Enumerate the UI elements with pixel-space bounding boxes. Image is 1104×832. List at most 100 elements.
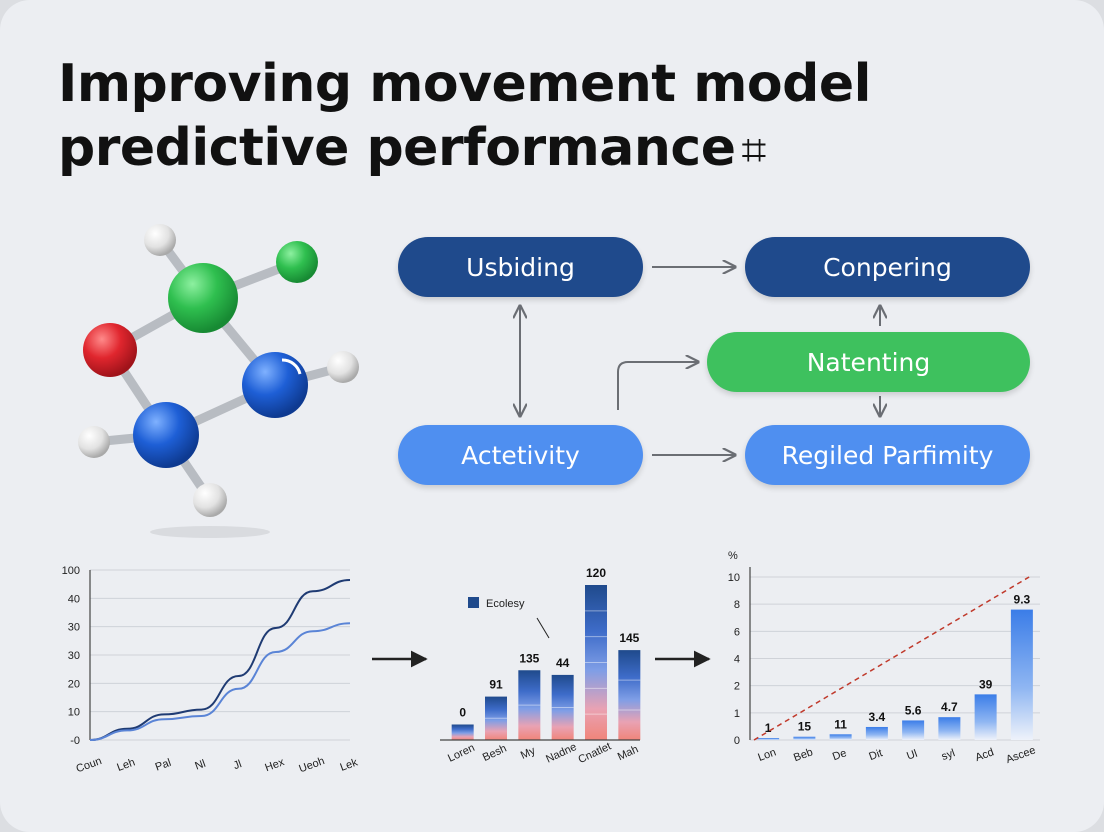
x-tick-label: Ueoh bbox=[297, 755, 326, 775]
x-tick-label: Dit bbox=[867, 747, 884, 763]
hydrogen-atom bbox=[193, 483, 227, 517]
bar bbox=[618, 650, 641, 740]
y-tick-label: 2 bbox=[734, 681, 740, 693]
y-tick-label: 8 bbox=[734, 599, 740, 611]
node-regiled-parfimity-label: Regiled Parfimity bbox=[781, 440, 994, 470]
x-tick-label: Ascee bbox=[1004, 744, 1037, 766]
y-tick-label: 4 bbox=[734, 654, 740, 666]
bar-value-label: 0 bbox=[459, 706, 466, 720]
page-title: Improving movement model predictive perf… bbox=[58, 52, 1038, 183]
title-line-2-text: predictive performance bbox=[58, 118, 736, 178]
atom-highlight bbox=[281, 358, 302, 375]
node-usbiding-label: Usbiding bbox=[466, 252, 575, 282]
x-tick-label: Hex bbox=[263, 756, 286, 774]
x-tick-label: Leh bbox=[115, 756, 136, 774]
bar-value-label: 9.3 bbox=[1014, 593, 1031, 607]
bar bbox=[938, 717, 961, 740]
y-axis-unit: % bbox=[728, 550, 738, 562]
molecule-illustration bbox=[78, 224, 359, 538]
bar bbox=[974, 694, 997, 740]
x-tick-label: Nl bbox=[193, 758, 207, 773]
bar-value-label: 11 bbox=[834, 717, 847, 731]
node-actetivity-label: Actetivity bbox=[461, 440, 580, 470]
node-conpering: Conpering bbox=[745, 237, 1030, 297]
title-line-1: Improving movement model bbox=[58, 54, 871, 114]
bar-value-label: 120 bbox=[586, 566, 606, 580]
node-actetivity: Actetivity bbox=[398, 425, 643, 485]
bar bbox=[793, 736, 816, 740]
x-tick-label: Loren bbox=[446, 742, 477, 765]
x-tick-label: Coun bbox=[75, 755, 104, 775]
x-tick-label: Mah bbox=[616, 743, 640, 763]
node-conpering-label: Conpering bbox=[823, 252, 952, 282]
trend-bar-chart: % 0 1 2 4 6 8 10 1 Lon 15 Beb 11 De 3.4 Dit 5.6 Ul 4.7 syl 3… bbox=[728, 550, 1040, 766]
bar-value-label: 44 bbox=[556, 656, 570, 670]
oxygen-atom bbox=[83, 323, 137, 377]
y-tick-label: 20 bbox=[68, 678, 80, 690]
legend-pointer bbox=[536, 617, 550, 639]
molecule-shadow bbox=[150, 526, 270, 538]
x-tick-label: Lek bbox=[339, 756, 360, 774]
bar-value-label: 135 bbox=[519, 651, 539, 665]
bar bbox=[485, 696, 507, 740]
x-tick-label: Ul bbox=[905, 748, 919, 763]
y-tick-label: 6 bbox=[734, 626, 740, 638]
bar bbox=[902, 720, 925, 740]
line-chart: -0 10 20 30 30 40 100 Coun Leh Pal Nl Jl Hex Ueoh Lek bbox=[62, 565, 360, 775]
stacked-bar-chart: 0 Loren 91 Besh 135 My 44 Nadne 120 Cnatlet 145 Mah… bbox=[440, 566, 641, 766]
nitrogen-atom bbox=[242, 352, 308, 418]
bar bbox=[829, 734, 852, 740]
y-tick-label: 1 bbox=[734, 708, 740, 720]
line-series bbox=[89, 579, 351, 741]
bar-value-label: 145 bbox=[619, 631, 639, 645]
x-tick-label: Acd bbox=[974, 746, 996, 764]
bar bbox=[451, 724, 474, 740]
bar-value-label: 5.6 bbox=[905, 703, 922, 717]
legend-label: Ecolesy bbox=[486, 598, 525, 610]
hydrogen-atom bbox=[78, 426, 110, 458]
y-tick-label: -0 bbox=[70, 735, 80, 747]
bar-value-label: 3.4 bbox=[869, 710, 886, 724]
bar bbox=[757, 738, 780, 740]
node-usbiding: Usbiding bbox=[398, 237, 643, 297]
x-tick-label: De bbox=[831, 747, 848, 763]
y-tick-label: 40 bbox=[68, 593, 80, 605]
title-line-2: predictive performance ⌗ bbox=[58, 116, 1038, 183]
x-tick-label: Nadne bbox=[544, 741, 578, 766]
bar bbox=[585, 585, 607, 740]
x-tick-label: Pal bbox=[154, 757, 173, 774]
hash-icon: ⌗ bbox=[741, 125, 766, 176]
y-tick-label: 0 bbox=[734, 735, 740, 747]
bar-value-label: 1 bbox=[765, 721, 772, 735]
x-tick-label: My bbox=[519, 745, 538, 762]
nitrogen-atom bbox=[133, 402, 199, 468]
y-tick-label: 10 bbox=[728, 572, 740, 584]
bar bbox=[518, 670, 541, 740]
bar bbox=[1010, 609, 1033, 740]
x-tick-label: Beb bbox=[792, 746, 815, 764]
bar-value-label: 15 bbox=[798, 720, 812, 734]
arrow-actetivity-to-natenting bbox=[617, 362, 698, 410]
hydrogen-atom bbox=[327, 351, 359, 383]
x-tick-label: Besh bbox=[481, 743, 509, 764]
bar bbox=[865, 726, 888, 740]
y-tick-label: 100 bbox=[62, 565, 80, 577]
x-tick-label: Cnatlet bbox=[576, 740, 613, 766]
node-natenting-label: Natenting bbox=[806, 347, 931, 377]
y-tick-label: 10 bbox=[68, 707, 80, 719]
hydrogen-atom bbox=[144, 224, 176, 256]
y-tick-label: 30 bbox=[68, 622, 80, 634]
x-tick-label: Lon bbox=[756, 746, 777, 764]
bar-value-label: 4.7 bbox=[941, 700, 958, 714]
green-atom-small bbox=[276, 241, 318, 283]
node-regiled-parfimity: Regiled Parfimity bbox=[745, 425, 1030, 485]
line-series bbox=[89, 622, 351, 741]
bar-value-label: 39 bbox=[979, 677, 993, 691]
legend-swatch bbox=[468, 597, 479, 608]
green-atom-large bbox=[168, 263, 238, 333]
node-natenting: Natenting bbox=[707, 332, 1030, 392]
y-tick-label: 30 bbox=[68, 650, 80, 662]
bar-value-label: 91 bbox=[489, 678, 503, 692]
